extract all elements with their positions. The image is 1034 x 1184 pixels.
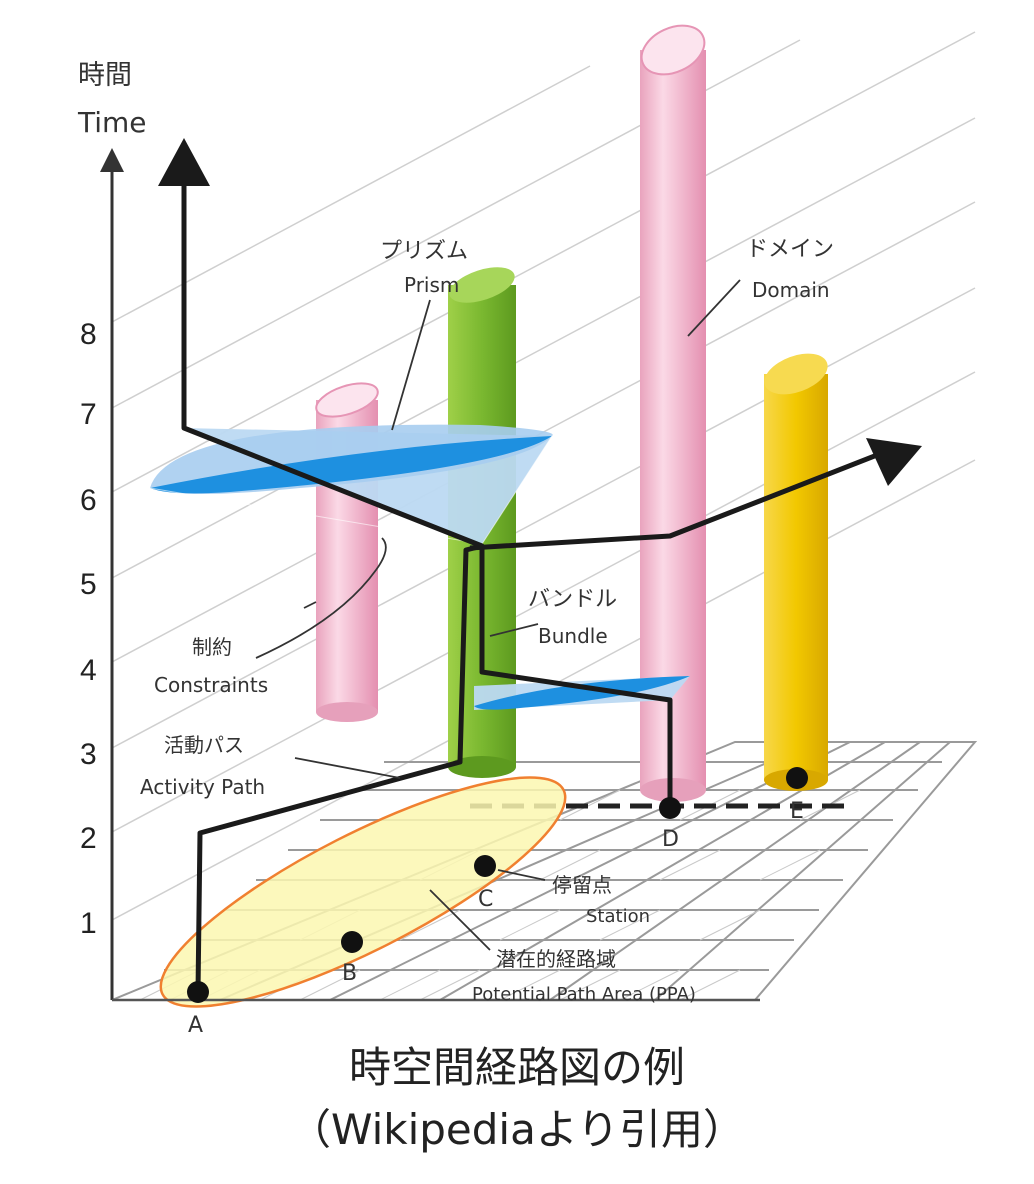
path-arrow-up: [158, 138, 210, 186]
label-activity-en: Activity Path: [140, 775, 265, 799]
axis-ticks: 1 2 3 4 5 6 7 8: [80, 318, 97, 940]
point-label-d: D: [662, 827, 679, 852]
path-arrow-right: [866, 438, 922, 486]
point-label-b: B: [342, 961, 357, 986]
bundle-disk: [474, 676, 690, 710]
axis-label-ja: 時間: [78, 60, 132, 91]
point-e: [786, 767, 808, 789]
label-station-en: Station: [586, 906, 650, 927]
prism-shape: [149, 424, 553, 545]
time-axis: [100, 148, 760, 1002]
ppa-ellipse: [159, 776, 567, 1008]
tick-label: 8: [80, 318, 97, 351]
axis-label-en: Time: [77, 106, 147, 139]
tick-label: 5: [80, 568, 97, 601]
label-ppa-en: Potential Path Area (PPA): [472, 984, 696, 1005]
point-label-a: A: [188, 1013, 203, 1038]
domain-cylinder-yellow: [764, 353, 828, 791]
leader-lines: [255, 279, 741, 951]
label-constraints-ja: 制約: [192, 635, 232, 659]
caption-source: （Wikipediaより引用）: [289, 1105, 745, 1154]
label-constraints-en: Constraints: [154, 673, 268, 697]
background-guides: [111, 31, 976, 921]
label-bundle-en: Bundle: [538, 624, 608, 648]
label-station-ja: 停留点: [552, 873, 612, 897]
point-b: [341, 931, 363, 953]
label-activity-ja: 活動パス: [164, 733, 244, 757]
point-c: [474, 855, 496, 877]
domain-cylinder-pink: [640, 24, 706, 802]
station-points: [187, 767, 808, 1003]
point-a: [187, 981, 209, 1003]
label-ppa-ja: 潜在的経路域: [496, 947, 616, 971]
label-bundle-ja: バンドル: [528, 587, 617, 612]
label-domain-ja: ドメイン: [746, 237, 834, 262]
label-prism-ja: プリズム: [380, 239, 468, 264]
tick-label: 7: [80, 398, 97, 431]
label-prism-en: Prism: [404, 273, 459, 297]
tick-label: 3: [80, 738, 97, 771]
point-label-c: C: [478, 887, 493, 912]
caption-title: 時空間経路図の例: [348, 1043, 685, 1092]
point-label-e: E: [790, 799, 804, 824]
tick-label: 2: [80, 822, 97, 855]
tick-label: 1: [80, 907, 97, 940]
tick-label: 6: [80, 484, 97, 517]
label-domain-en: Domain: [752, 278, 830, 302]
point-d: [659, 797, 681, 819]
activity-path: [181, 170, 891, 993]
tick-label: 4: [80, 654, 97, 687]
